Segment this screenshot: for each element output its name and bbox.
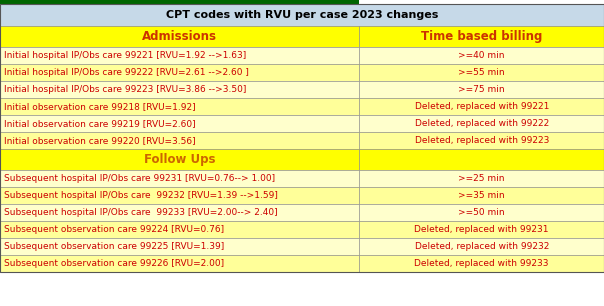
Bar [0, 98, 359, 115]
Bar [0, 187, 359, 204]
Text: >=75 min: >=75 min [458, 85, 505, 94]
Bar [0, 170, 359, 187]
Bar [0, 204, 359, 221]
Text: Follow Ups: Follow Ups [144, 153, 216, 166]
Bar [0, 4, 604, 26]
Text: >=55 min: >=55 min [458, 68, 505, 77]
Text: Initial observation care 99219 [RVU=2.60]: Initial observation care 99219 [RVU=2.60… [4, 119, 196, 128]
Bar [359, 81, 604, 98]
Bar [0, 132, 359, 149]
Text: Subsequent hospital IP/Obs care  99233 [RVU=2.00--> 2.40]: Subsequent hospital IP/Obs care 99233 [R… [4, 208, 278, 217]
Bar [0, 26, 359, 47]
Text: >=25 min: >=25 min [458, 174, 505, 183]
Bar [0, 221, 359, 238]
Text: Deleted, replaced with 99222: Deleted, replaced with 99222 [414, 119, 549, 128]
Bar [359, 64, 604, 81]
Text: Time based billing: Time based billing [421, 30, 542, 43]
Bar [359, 115, 604, 132]
Bar [0, 4, 604, 272]
Bar [359, 221, 604, 238]
Text: Subsequent hospital IP/Obs care 99231 [RVU=0.76--> 1.00]: Subsequent hospital IP/Obs care 99231 [R… [4, 174, 275, 183]
Text: >=40 min: >=40 min [458, 51, 505, 60]
Bar [0, 47, 359, 64]
Bar [359, 149, 604, 170]
Text: Deleted, replaced with 99233: Deleted, replaced with 99233 [414, 259, 549, 268]
Bar [0, 238, 359, 255]
Text: Initial observation care 99218 [RVU=1.92]: Initial observation care 99218 [RVU=1.92… [4, 102, 196, 111]
Text: Deleted, replaced with 99232: Deleted, replaced with 99232 [414, 242, 549, 251]
Text: Initial hospital IP/Obs care 99222 [RVU=2.61 -->2.60 ]: Initial hospital IP/Obs care 99222 [RVU=… [4, 68, 249, 77]
Bar [359, 26, 604, 47]
Bar [0, 0, 359, 4]
Bar [359, 255, 604, 272]
Text: >=50 min: >=50 min [458, 208, 505, 217]
Text: Subsequent observation care 99226 [RVU=2.00]: Subsequent observation care 99226 [RVU=2… [4, 259, 224, 268]
Text: >=35 min: >=35 min [458, 191, 505, 200]
Bar [359, 238, 604, 255]
Text: Subsequent observation care 99224 [RVU=0.76]: Subsequent observation care 99224 [RVU=0… [4, 225, 224, 234]
Text: Admissions: Admissions [142, 30, 217, 43]
Bar [359, 187, 604, 204]
Bar [359, 204, 604, 221]
Text: Deleted, replaced with 99223: Deleted, replaced with 99223 [414, 136, 549, 145]
Text: Initial observation care 99220 [RVU=3.56]: Initial observation care 99220 [RVU=3.56… [4, 136, 196, 145]
Text: Subsequent observation care 99225 [RVU=1.39]: Subsequent observation care 99225 [RVU=1… [4, 242, 224, 251]
Text: CPT codes with RVU per case 2023 changes: CPT codes with RVU per case 2023 changes [166, 10, 438, 20]
Bar [359, 98, 604, 115]
Text: Initial hospital IP/Obs care 99221 [RVU=1.92 -->1.63]: Initial hospital IP/Obs care 99221 [RVU=… [4, 51, 246, 60]
Text: Deleted, replaced with 99221: Deleted, replaced with 99221 [414, 102, 549, 111]
Bar [0, 64, 359, 81]
Text: Subsequent hospital IP/Obs care  99232 [RVU=1.39 -->1.59]: Subsequent hospital IP/Obs care 99232 [R… [4, 191, 278, 200]
Bar [359, 170, 604, 187]
Bar [0, 255, 359, 272]
Bar [0, 149, 359, 170]
Bar [0, 81, 359, 98]
Text: Deleted, replaced with 99231: Deleted, replaced with 99231 [414, 225, 549, 234]
Text: Initial hospital IP/Obs care 99223 [RVU=3.86 -->3.50]: Initial hospital IP/Obs care 99223 [RVU=… [4, 85, 246, 94]
Bar [359, 47, 604, 64]
Bar [359, 132, 604, 149]
Bar [0, 115, 359, 132]
